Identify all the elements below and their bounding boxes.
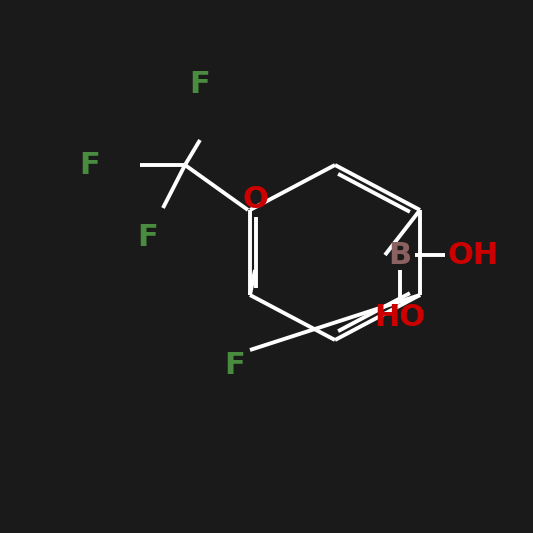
Text: F: F bbox=[138, 223, 158, 253]
Text: HO: HO bbox=[374, 303, 426, 332]
Text: O: O bbox=[242, 185, 268, 214]
Text: OH: OH bbox=[448, 240, 499, 270]
Text: F: F bbox=[224, 351, 245, 379]
Text: B: B bbox=[389, 240, 411, 270]
Text: F: F bbox=[79, 150, 100, 180]
Text: F: F bbox=[190, 70, 211, 100]
